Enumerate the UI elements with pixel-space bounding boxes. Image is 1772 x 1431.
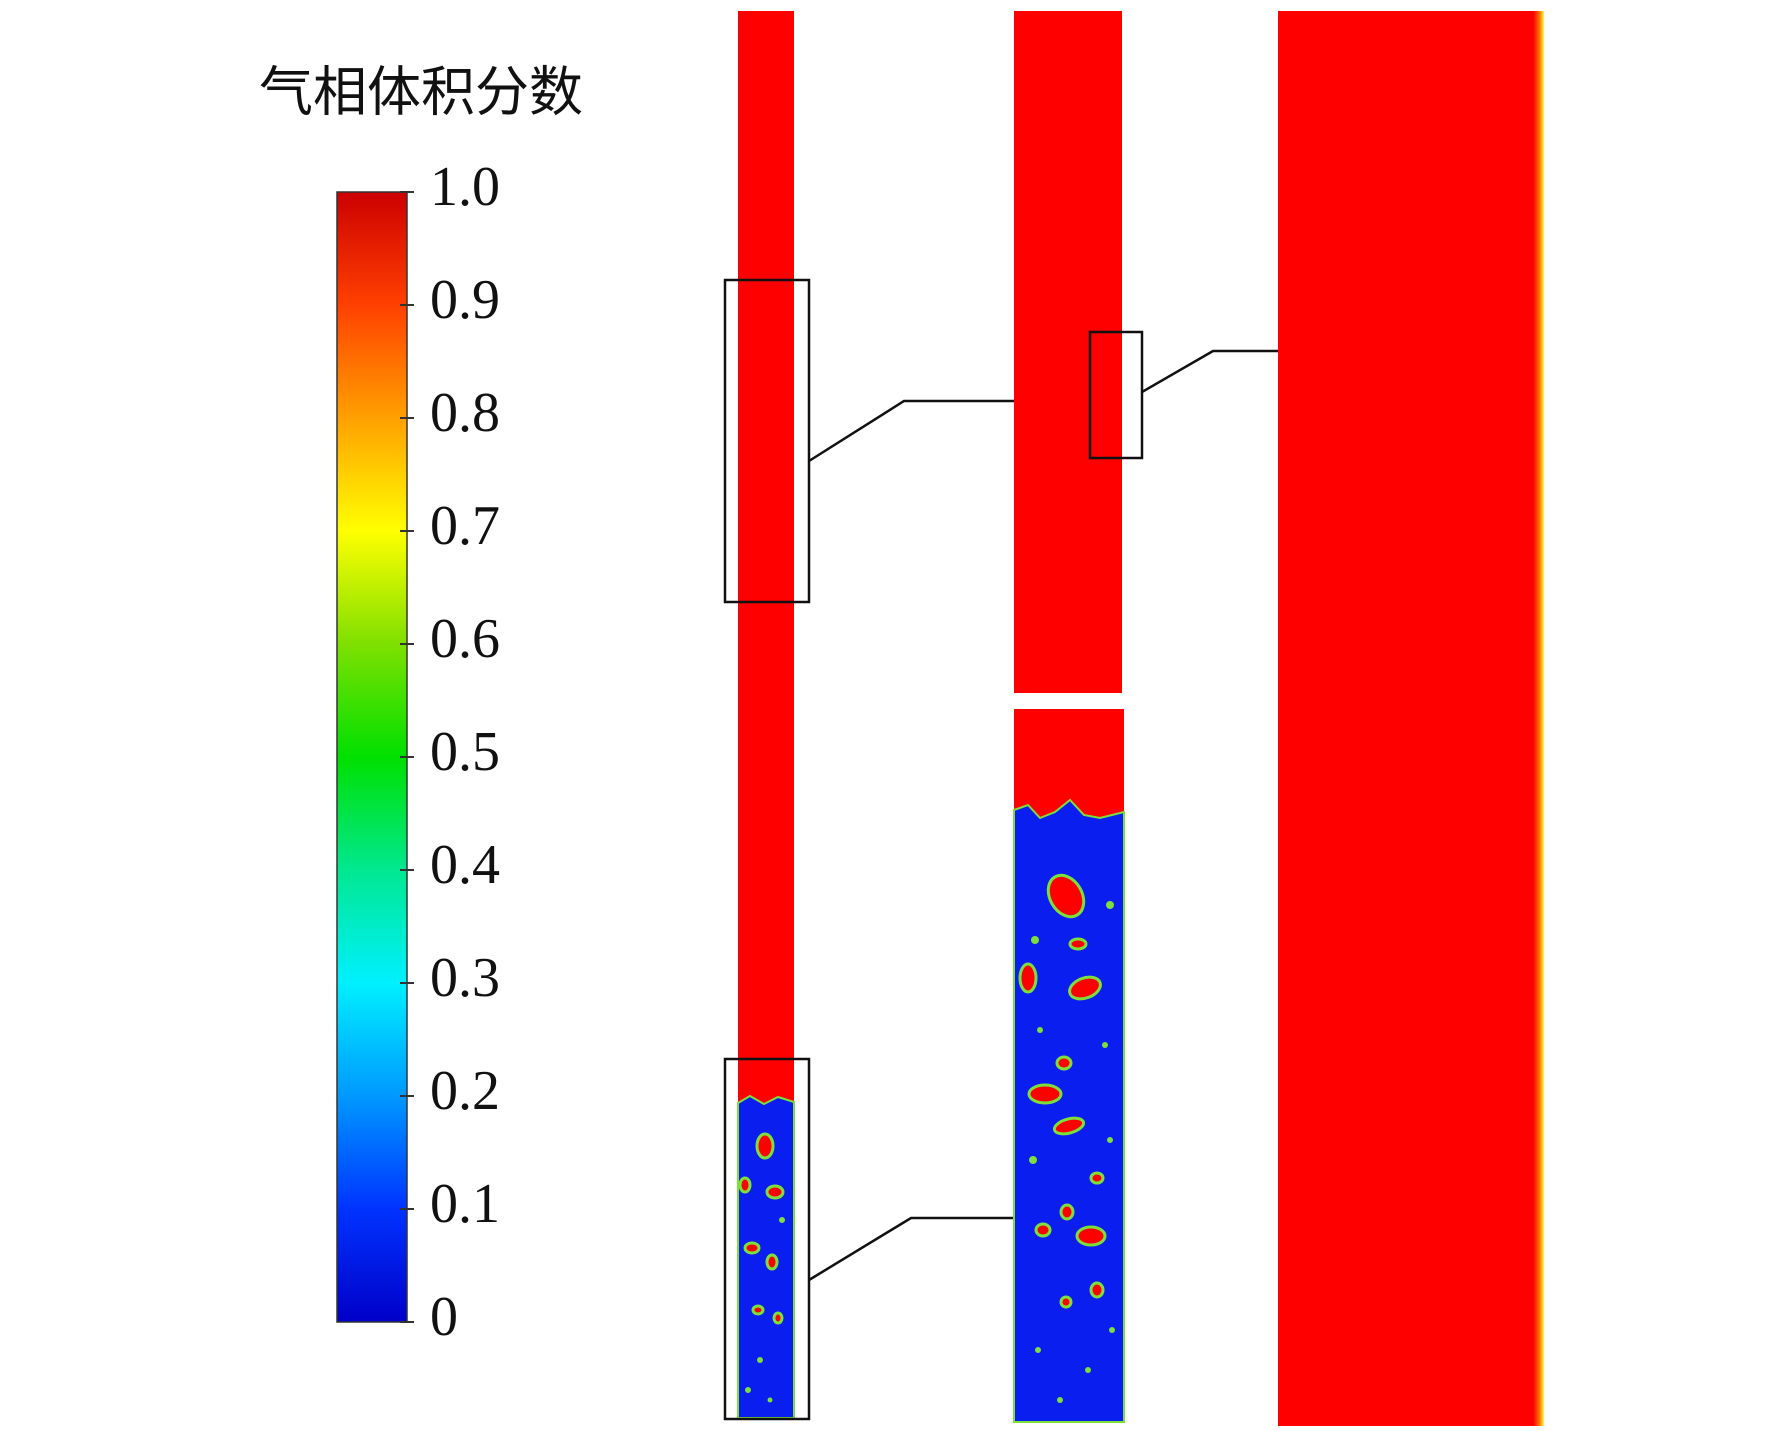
tick-label: 0.7	[430, 495, 500, 557]
zoom-gas	[1014, 11, 1122, 693]
zoom-box	[1088, 330, 1144, 460]
tick-label: 1.0	[430, 156, 500, 218]
tick-label: 0.4	[430, 834, 500, 896]
connector	[808, 1216, 1014, 1282]
zoom-box	[723, 278, 811, 604]
tick-label: 0.5	[430, 721, 500, 783]
tick-label: 0.1	[430, 1173, 500, 1235]
colorbar-ticks: 0 0.1 0.2 0.3 0.4 0.5 0.6 0.7 0.8 0.9 1.0	[400, 156, 500, 1348]
tick-label: 0.8	[430, 382, 500, 444]
bubbles	[1018, 873, 1115, 1403]
connector	[1141, 349, 1278, 394]
tick-label: 0	[430, 1286, 458, 1348]
zoom-gas	[1278, 11, 1544, 1426]
tick-label: 0.3	[430, 947, 500, 1009]
zoom-liquid	[1013, 798, 1125, 1423]
tick-label: 0.6	[430, 608, 500, 670]
connector	[808, 399, 1014, 463]
tube-gas	[738, 11, 794, 1103]
tick-label: 0.9	[430, 269, 500, 331]
colorbar	[336, 191, 408, 1323]
tick-label: 0.2	[430, 1060, 500, 1122]
bubbles	[738, 1132, 785, 1403]
colorbar-title: 气相体积分数	[259, 61, 583, 124]
zoom-box	[723, 1057, 811, 1421]
